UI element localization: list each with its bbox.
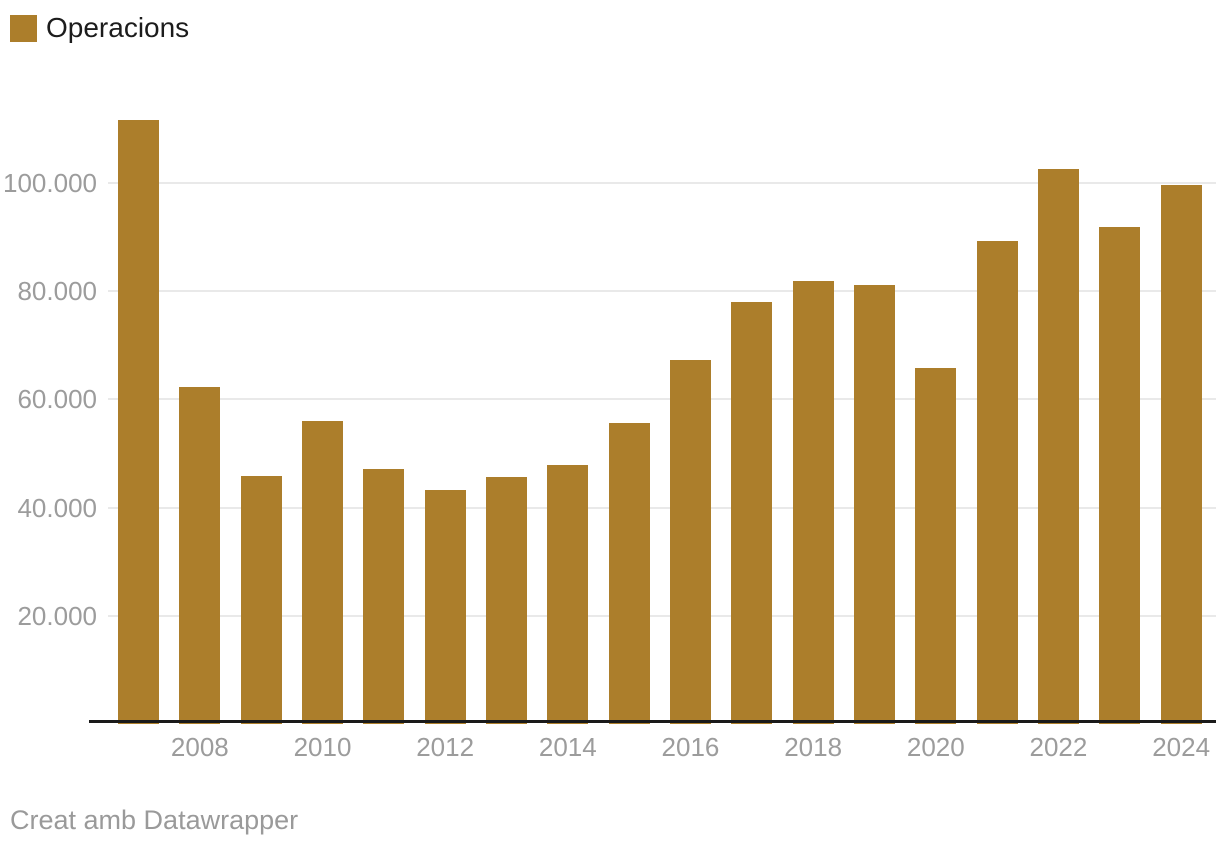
gridline-100.000	[108, 182, 1216, 184]
bar-2011[interactable]	[363, 468, 405, 724]
plot-area: 20.000 40.000 60.000 80.000 100.000 2008 2010 2…	[3, 120, 1216, 762]
x-axis-label-2020: 2020	[906, 732, 965, 762]
bar-2018[interactable]	[792, 281, 834, 724]
bar-2017[interactable]	[731, 302, 773, 724]
x-axis-label-2010: 2010	[293, 732, 352, 762]
gridline-40.000	[108, 506, 1216, 509]
gridline-80.000	[108, 290, 1216, 293]
bar-2010[interactable]	[301, 421, 343, 724]
bar-2008[interactable]	[179, 386, 221, 724]
bar-2023[interactable]	[1099, 226, 1141, 724]
x-axis-label-2022: 2022	[1029, 732, 1088, 762]
bar-2020[interactable]	[915, 368, 957, 724]
x-axis-label-2024: 2024	[1152, 732, 1211, 762]
bar-2012[interactable]	[424, 490, 466, 724]
y-axis-label-80.000: 80.000	[17, 276, 97, 307]
x-axis-label-2016: 2016	[661, 732, 720, 762]
bar-2019[interactable]	[853, 285, 895, 724]
y-axis-label-40.000: 40.000	[17, 492, 97, 523]
chart-legend: Operacions	[10, 12, 189, 44]
bar-2024[interactable]	[1160, 185, 1202, 724]
bar-2022[interactable]	[1037, 168, 1079, 724]
bar-2016[interactable]	[669, 360, 711, 724]
legend-label: Operacions	[46, 12, 190, 43]
datawrapper-credit-link[interactable]: Creat amb Datawrapper	[10, 805, 299, 835]
legend-swatch-operacions	[10, 14, 37, 42]
x-axis-label-2018: 2018	[784, 732, 843, 762]
y-axis-label-100.000: 100.000	[3, 168, 97, 198]
x-axis-label-2008: 2008	[170, 732, 229, 762]
x-axis-label-2014: 2014	[538, 732, 597, 762]
bar-2015[interactable]	[608, 423, 650, 724]
y-axis-label-20.000: 20.000	[17, 600, 97, 631]
bar-2014[interactable]	[547, 464, 589, 724]
x-axis-label-2012: 2012	[416, 732, 475, 762]
gridline-60.000	[108, 398, 1216, 401]
gridline-20.000	[108, 614, 1216, 617]
x-axis-baseline	[89, 720, 1216, 723]
bar-2009[interactable]	[240, 476, 282, 724]
y-axis-label-60.000: 60.000	[17, 384, 97, 415]
bar-2013[interactable]	[485, 477, 527, 724]
bar-2007[interactable]	[118, 120, 159, 724]
bar-2021[interactable]	[976, 240, 1018, 724]
